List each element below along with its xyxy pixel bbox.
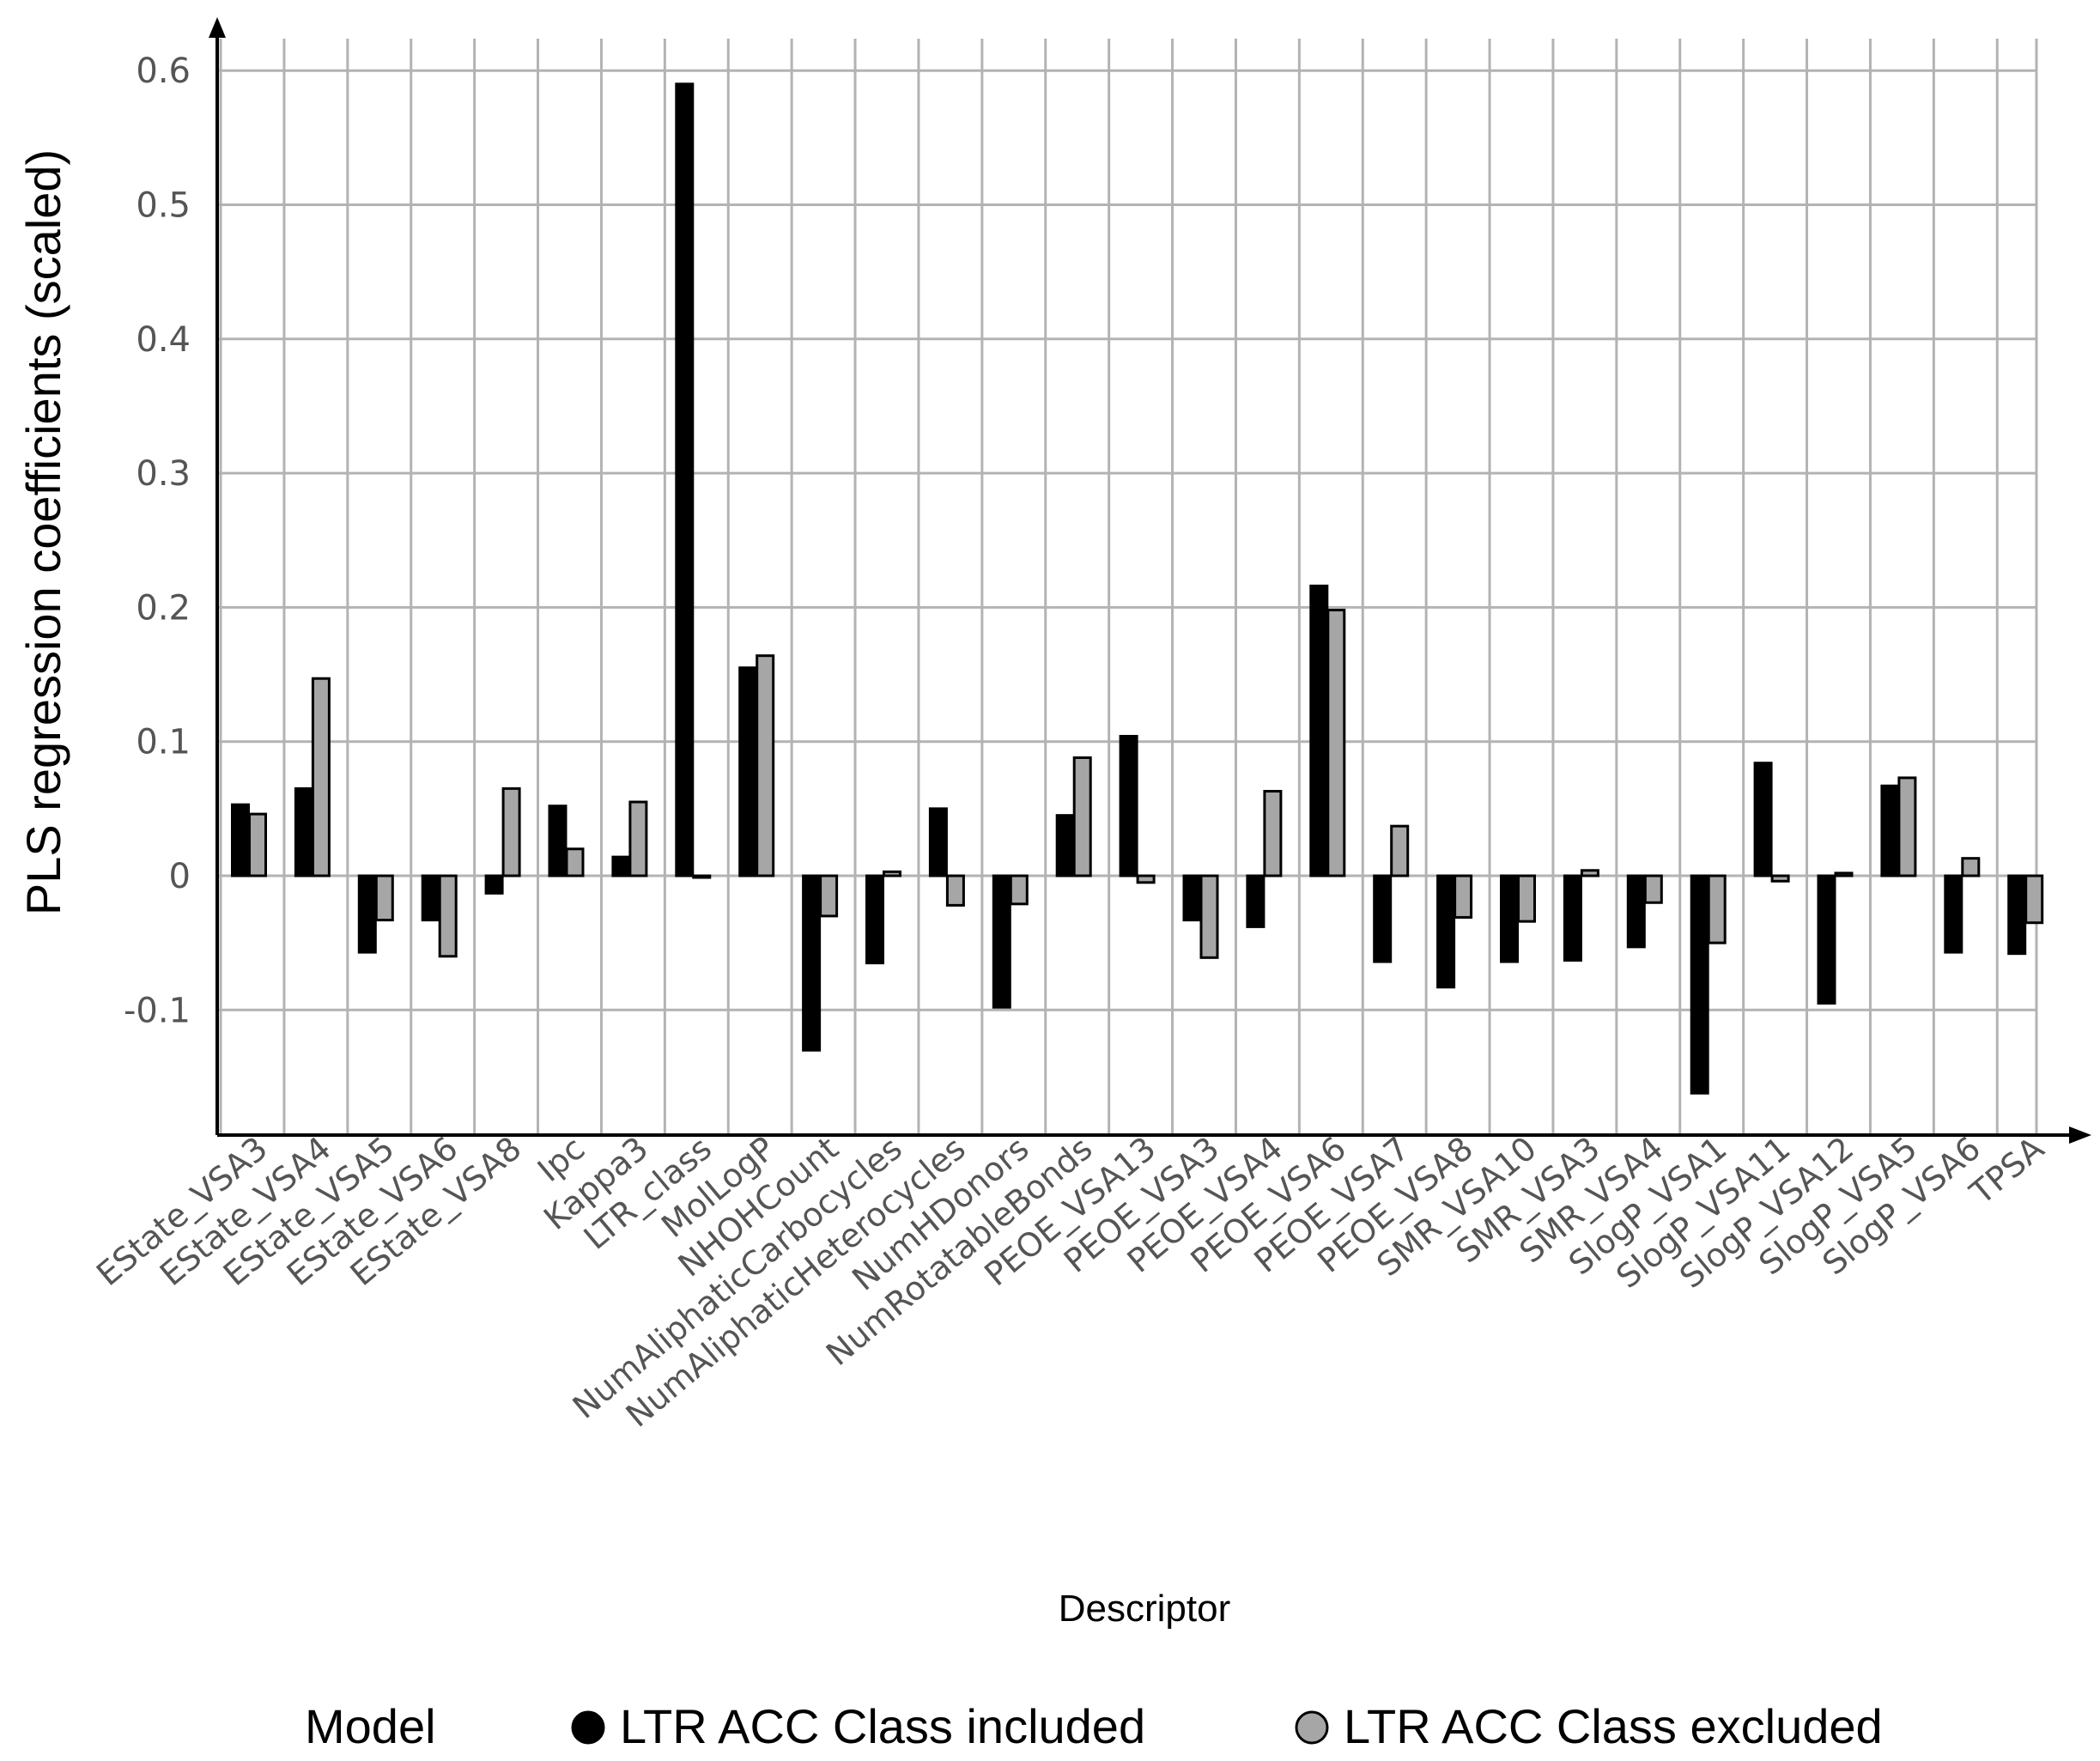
grid-layer — [217, 39, 2038, 1135]
bar-excluded — [1454, 874, 1473, 919]
legend-marker-included — [571, 1710, 605, 1745]
bar-included — [802, 874, 822, 1052]
y-axis-arrow — [209, 17, 226, 38]
bar-included — [611, 855, 631, 877]
bar-included — [1817, 874, 1836, 1005]
bar-excluded — [1643, 874, 1663, 904]
bar-included — [1500, 874, 1519, 963]
bar-excluded — [374, 874, 394, 922]
bar-excluded — [1199, 874, 1219, 959]
bar-excluded — [628, 800, 648, 877]
bar-included — [548, 805, 567, 877]
bar-excluded — [1707, 874, 1727, 944]
bar-included — [1563, 874, 1582, 962]
y-tick-label: 0.3 — [136, 454, 191, 494]
bar-included — [1880, 784, 1900, 877]
bar-included — [1182, 874, 1202, 922]
bar-excluded — [565, 847, 585, 877]
bar-excluded — [883, 870, 901, 877]
bar-excluded — [1009, 874, 1029, 906]
legend: Model LTR ACC Class included LTR ACC Cla… — [305, 1699, 1883, 1753]
bar-included — [484, 874, 504, 895]
bar-included — [1119, 734, 1138, 877]
bar-included — [1944, 874, 1963, 954]
bar-included — [231, 803, 250, 877]
y-tick-label: 0 — [169, 857, 191, 896]
bar-included — [294, 786, 313, 877]
bar-excluded — [1897, 776, 1917, 877]
bar-included — [1690, 874, 1709, 1095]
bar-included — [421, 874, 440, 922]
legend-label-included: LTR ACC Class included — [620, 1699, 1145, 1753]
bar-included — [865, 874, 884, 965]
bar-included — [357, 874, 377, 954]
legend-label-excluded: LTR ACC Class excluded — [1344, 1699, 1883, 1753]
bar-included — [1246, 874, 1265, 928]
bar-excluded — [819, 874, 839, 918]
y-tick-label: -0.1 — [124, 991, 191, 1030]
bar-excluded — [2024, 874, 2044, 925]
x-tick-label: TPSA — [1963, 1129, 2051, 1212]
y-axis-title: PLS regression coefficients (scaled) — [16, 149, 70, 915]
bar-included — [1436, 874, 1456, 989]
x-axis-arrow — [2069, 1126, 2091, 1144]
bar-included — [675, 82, 695, 877]
bar-excluded — [1770, 874, 1790, 883]
y-tick-label: 0.4 — [136, 320, 191, 360]
bar-excluded — [1390, 824, 1410, 877]
bar-excluded — [1517, 874, 1536, 923]
bar-included — [2007, 874, 2027, 956]
axes-layer — [209, 17, 2091, 1144]
bar-excluded — [311, 677, 331, 877]
bar-excluded — [1136, 874, 1156, 884]
bar-included — [738, 666, 758, 877]
bar-included — [1753, 762, 1773, 877]
bar-excluded — [1961, 857, 1981, 877]
bar-excluded — [945, 874, 965, 907]
y-tick-label: 0.1 — [136, 723, 191, 762]
bar-excluded — [1580, 869, 1599, 877]
bar-included — [1055, 814, 1075, 877]
bar-excluded — [692, 874, 712, 879]
bar-included — [928, 807, 948, 877]
bar-excluded — [1072, 756, 1092, 877]
bar-included — [1373, 874, 1393, 963]
bar-excluded — [1263, 790, 1283, 877]
bar-included — [1309, 584, 1329, 877]
legend-title: Model — [305, 1699, 436, 1753]
bar-included — [1626, 874, 1646, 949]
x-tick-labels: EState_VSA3EState_VSA4EState_VSA5EState_… — [89, 1129, 2051, 1435]
y-tick-label: 0.6 — [136, 52, 191, 91]
y-tick-labels: -0.1 0 0.1 0.2 0.3 0.4 0.5 0.6 — [124, 52, 191, 1030]
bars-layer — [231, 82, 2044, 1095]
bar-included — [992, 874, 1011, 1009]
bar-excluded — [1326, 609, 1346, 877]
bar-excluded — [438, 874, 458, 958]
x-axis-title: Descriptor — [1059, 1588, 1231, 1630]
bar-excluded — [248, 812, 267, 877]
y-tick-label: 0.2 — [136, 588, 191, 628]
legend-marker-excluded — [1295, 1710, 1329, 1745]
bar-excluded — [756, 654, 775, 877]
bar-excluded — [501, 786, 521, 877]
bar-excluded — [1834, 871, 1854, 877]
y-tick-label: 0.5 — [136, 186, 191, 226]
